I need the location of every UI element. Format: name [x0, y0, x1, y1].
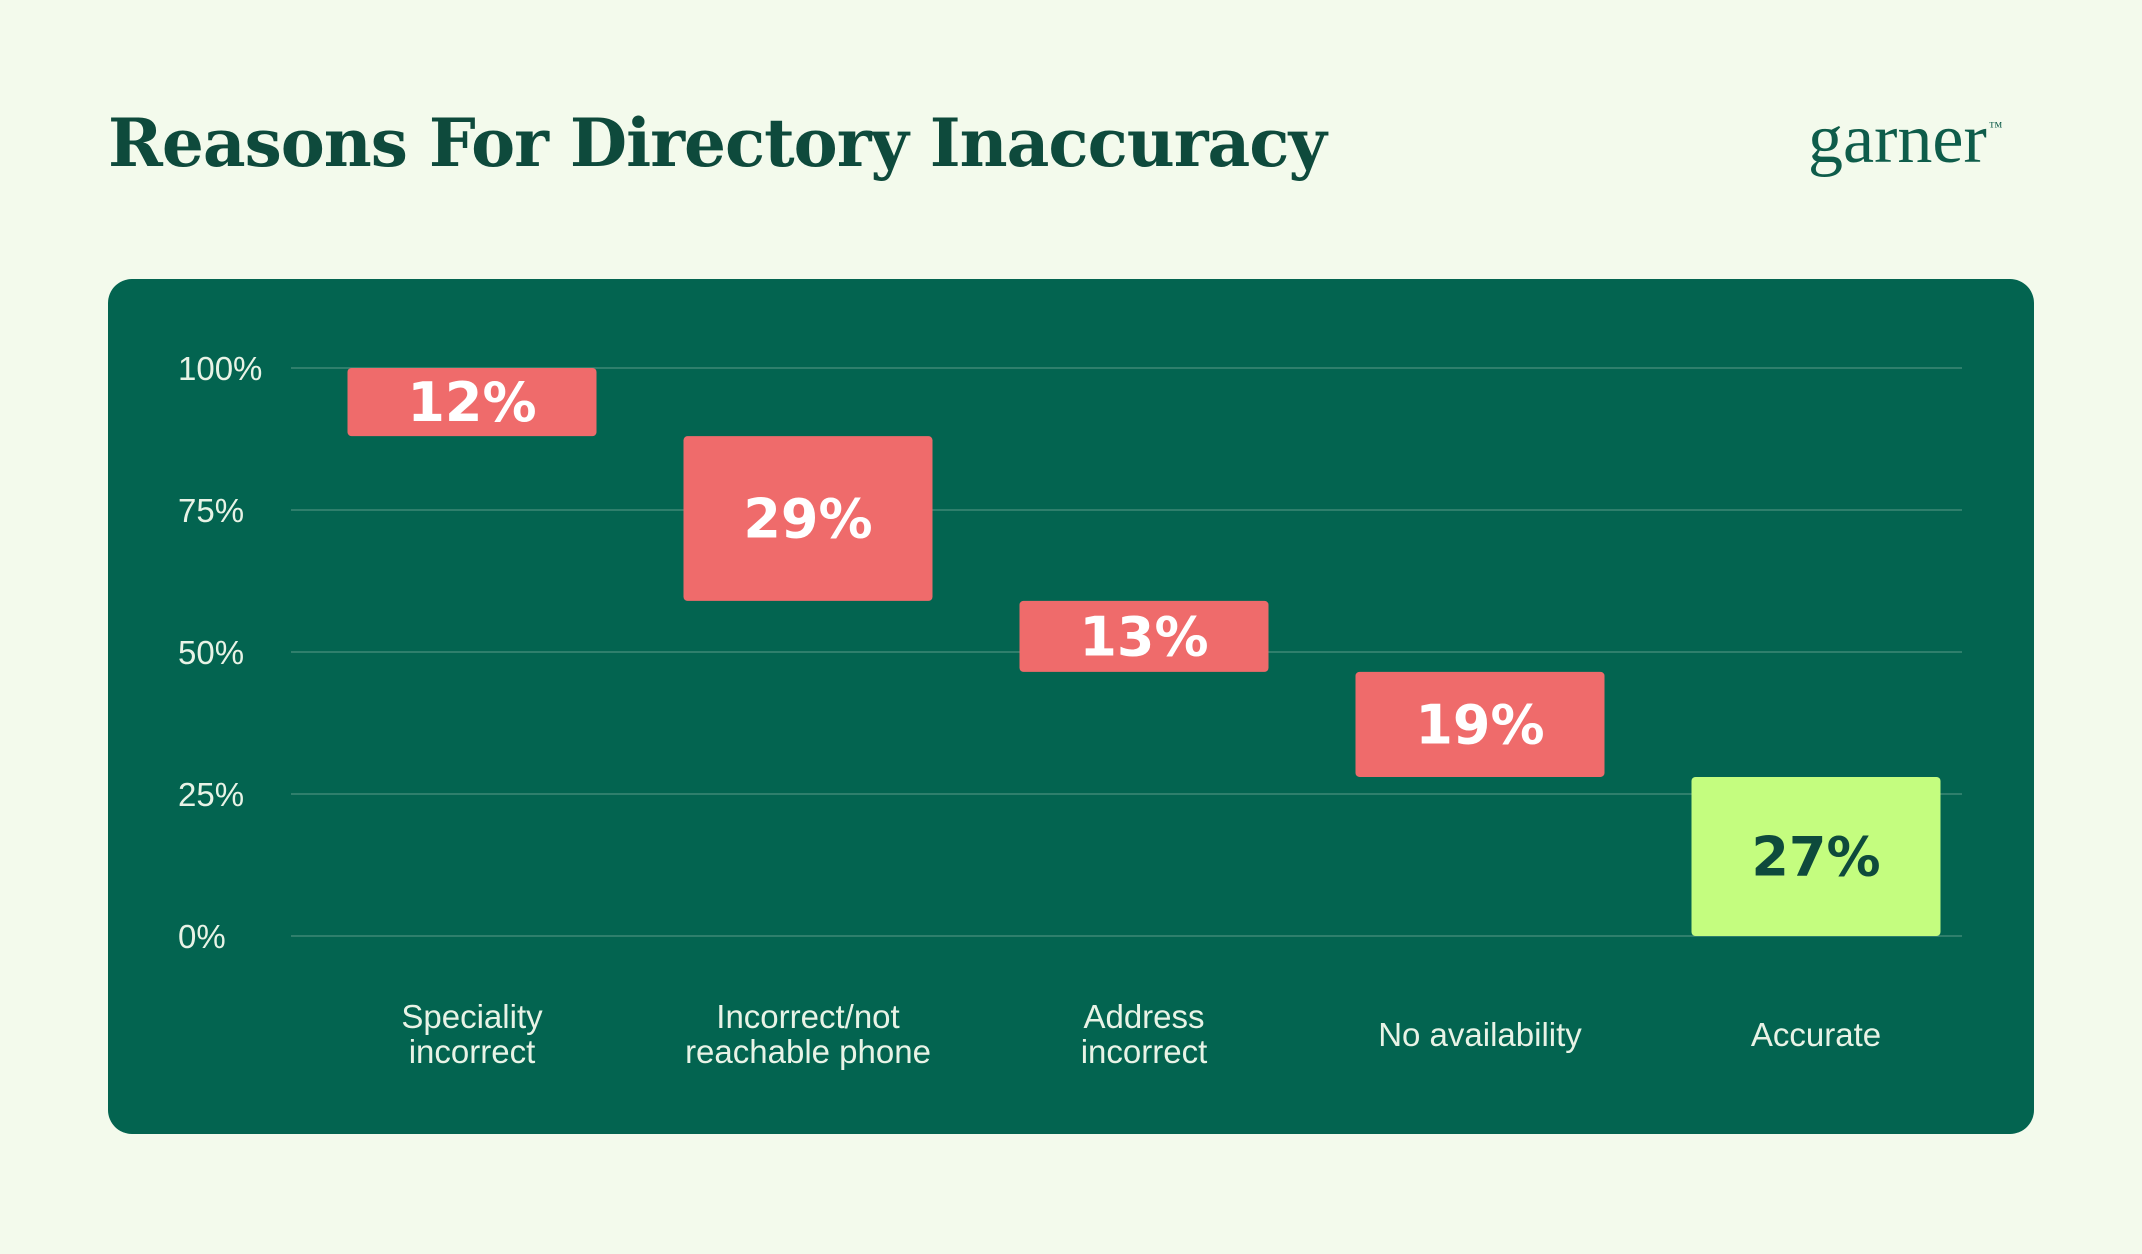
category-label: Speciality: [401, 998, 543, 1035]
bar-value-label: 12%: [407, 371, 536, 434]
category-label: incorrect: [409, 1033, 536, 1070]
garner-logo: garner ™: [1808, 100, 2003, 180]
logo-trademark: ™: [1988, 120, 2003, 135]
y-tick-label: 0%: [178, 918, 226, 955]
category-label: Address: [1083, 998, 1204, 1035]
bar-value-label: 19%: [1415, 693, 1544, 756]
chart-title: Reasons For Directory Inaccuracy: [108, 104, 1327, 182]
bar-value-label: 29%: [743, 488, 872, 551]
bar-2: [683, 436, 933, 601]
category-label: Accurate: [1751, 1016, 1881, 1053]
category-label: reachable phone: [685, 1033, 931, 1070]
y-tick-label: 100%: [178, 350, 262, 387]
bar-3: [1019, 600, 1269, 672]
category-label: Incorrect/not: [716, 998, 899, 1035]
logo-text: garner: [1808, 101, 1987, 178]
bar-4: [1355, 671, 1605, 777]
bar-value-label: 27%: [1751, 825, 1880, 888]
bar-value-label: 13%: [1079, 605, 1208, 668]
category-label: incorrect: [1081, 1033, 1208, 1070]
bar-5: [1691, 776, 1941, 936]
category-label: No availability: [1378, 1016, 1582, 1053]
y-tick-label: 75%: [178, 492, 244, 529]
y-tick-label: 25%: [178, 776, 244, 813]
bar-1: [347, 368, 597, 437]
y-tick-label: 50%: [178, 634, 244, 671]
